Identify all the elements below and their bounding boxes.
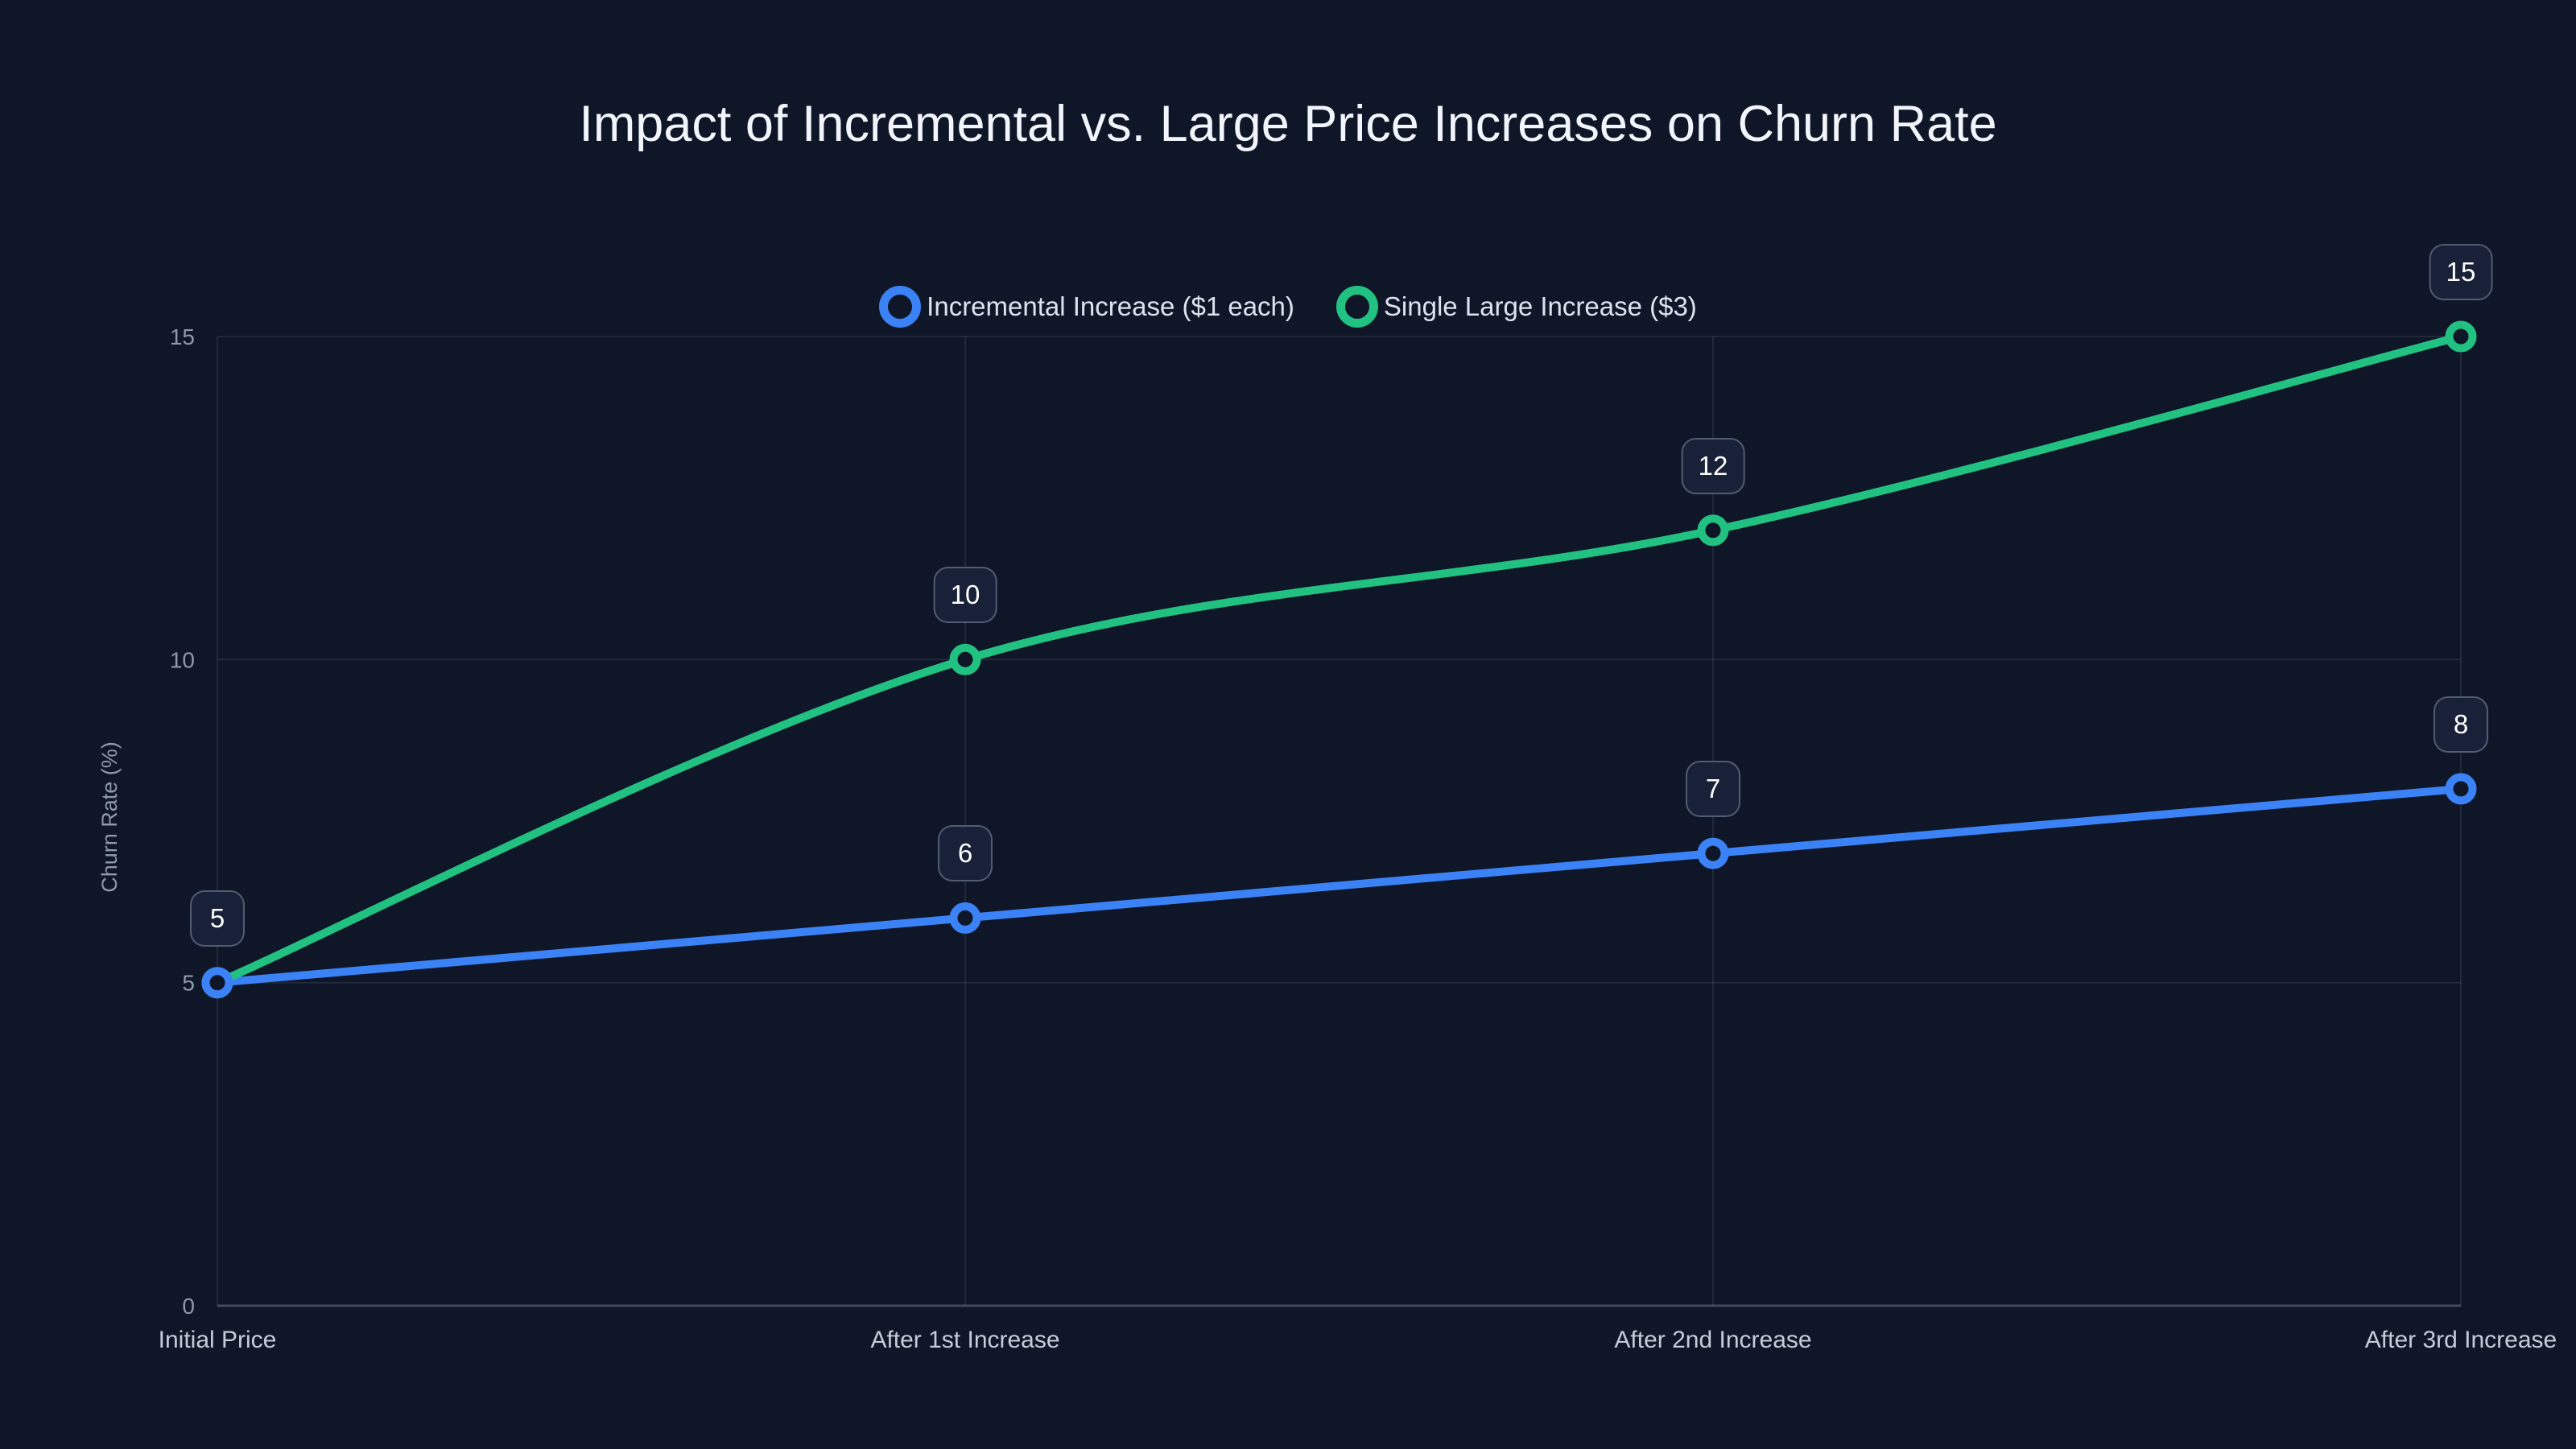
series-line-incremental-increase-1-each (213, 784, 2465, 987)
y-tick-labels: 0 5 10 15 (170, 324, 195, 1319)
series-markers-incremental-increase-1-each (201, 773, 2477, 999)
x-tick-label: Initial Price (159, 1327, 277, 1353)
y-tick-label: 10 (170, 647, 195, 672)
point-label: 5 (190, 890, 245, 947)
point-label: 7 (1686, 761, 1740, 817)
data-point-marker[interactable] (1697, 837, 1729, 869)
legend-item-label: Incremental Increase ($1 each) (927, 291, 1294, 321)
y-gridlines (217, 336, 2461, 984)
data-point-marker[interactable] (949, 902, 981, 934)
legend-ring-icon (1335, 286, 1378, 328)
x-tick-label: After 3rd Increase (2365, 1327, 2557, 1353)
x-tick-label: After 2nd Increase (1614, 1327, 1811, 1353)
data-point-marker[interactable] (2445, 320, 2477, 353)
y-tick-label: 15 (170, 324, 195, 349)
x-tick-labels: Initial Price After 1st Increase After 2nd… (159, 1327, 2557, 1353)
data-point-marker[interactable] (949, 643, 981, 675)
x-tick-label: After 1st Increase (870, 1327, 1059, 1353)
point-label: 12 (1681, 438, 1745, 494)
legend-item-label: Single Large Increase ($3) (1383, 291, 1697, 321)
legend-ring-icon (879, 286, 922, 328)
legend-item-incremental-increase-1-each[interactable]: Incremental Increase ($1 each) (879, 286, 1294, 328)
point-label: 15 (2429, 244, 2493, 300)
chart-legend: Incremental Increase ($1 each) Single Lar… (0, 284, 2576, 329)
point-label: 6 (938, 825, 993, 881)
y-axis-title: Churn Rate (%) (97, 741, 122, 893)
y-tick-label: 0 (182, 1294, 195, 1319)
data-point-marker[interactable] (2445, 773, 2477, 805)
series-line-single-large-increase-3 (213, 332, 2465, 987)
x-gridlines (217, 336, 2462, 1306)
legend-item-single-large-increase-3[interactable]: Single Large Increase ($3) (1335, 286, 1697, 328)
y-tick-label: 5 (182, 971, 195, 996)
data-point-marker[interactable] (201, 967, 233, 999)
data-point-marker[interactable] (1697, 514, 1729, 547)
point-label: 10 (933, 567, 997, 623)
chart-title: Impact of Incremental vs. Large Price In… (579, 96, 1997, 152)
point-label: 8 (2434, 696, 2488, 753)
